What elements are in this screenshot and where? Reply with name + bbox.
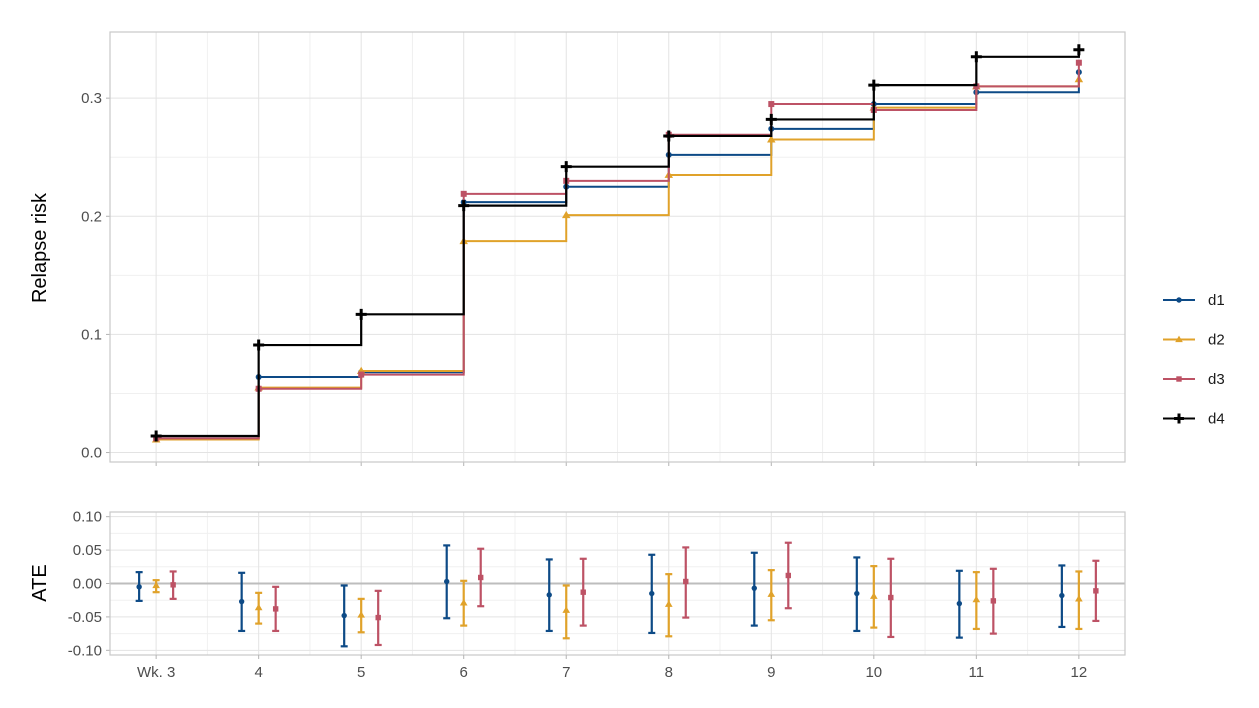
legend-label: d3 (1208, 371, 1225, 388)
ate-y-tick-label: -0.10 (68, 642, 102, 659)
point-d4 (765, 113, 777, 125)
ate-panel-border (109, 511, 1126, 656)
ate-point-d2 (972, 595, 981, 603)
point-d2 (767, 135, 776, 143)
ate-series-d3 (169, 541, 1100, 647)
ate-series-d1 (135, 544, 1066, 648)
x-tick-label: 12 (1071, 664, 1088, 681)
x-tick-label: 7 (562, 664, 570, 681)
legend-label: d2 (1208, 332, 1225, 349)
point-d4 (458, 200, 470, 212)
point-d2 (561, 210, 571, 219)
x-tick-label: 4 (254, 664, 262, 681)
ate-y-axis-title: ATE (29, 564, 51, 601)
ate-point-d3 (375, 614, 381, 621)
legend-key-marker (1176, 297, 1182, 303)
ate-point-d2 (459, 599, 468, 606)
x-tick-label: 5 (357, 664, 365, 681)
legend-item-d1: d1 (1163, 292, 1225, 309)
legend-key-marker (1174, 413, 1184, 424)
ate-point-d3 (683, 578, 689, 585)
ate-y-tick-label: -0.05 (68, 609, 102, 626)
ate-point-d3 (170, 582, 176, 588)
point-d4 (868, 79, 880, 91)
x-tick-label: 8 (665, 664, 673, 681)
point-d4 (663, 130, 675, 142)
ate-point-d3 (990, 598, 997, 604)
legend-item-d2: d2 (1163, 332, 1225, 349)
point-d4 (1073, 44, 1085, 56)
point-d3 (768, 101, 775, 108)
ate-point-d1 (136, 584, 142, 590)
x-tick-label: 6 (460, 664, 468, 681)
ate-point-d1 (238, 598, 245, 605)
series-line-d3 (156, 62, 1080, 440)
point-d4 (560, 161, 572, 173)
ate-point-d1 (546, 592, 552, 598)
legend: d1 d2 d3 d4 (1163, 292, 1225, 428)
ate-point-d3 (1093, 588, 1099, 594)
ate-point-d2 (357, 611, 366, 618)
ate-point-d3 (580, 589, 586, 595)
ate-point-d1 (649, 590, 655, 597)
legend-key-marker (1175, 335, 1183, 343)
ate-point-d3 (272, 606, 279, 612)
ate-panel: -0.10 -0.05 0.00 0.05 0.10 Wk. 3 4 5 6 7 8 9 10 11 12 (68, 509, 1126, 681)
point-d4 (150, 430, 162, 442)
ate-point-d2 (664, 600, 673, 607)
ate-point-d2 (152, 581, 160, 589)
point-d3 (973, 83, 980, 90)
ate-point-d1 (444, 578, 450, 585)
x-tick-label: Wk. 3 (137, 664, 175, 681)
risk-panel-border (109, 31, 1126, 463)
ate-y-tick-label: 0.05 (73, 542, 102, 559)
point-d3 (358, 371, 365, 378)
risk-y-tick-label: 0.2 (81, 208, 102, 225)
series-line-d4 (156, 49, 1080, 438)
legend-key-marker (1176, 376, 1182, 382)
x-tick-label: 10 (865, 664, 882, 681)
point-d4 (355, 308, 367, 320)
point-d4 (253, 339, 265, 351)
ate-point-d1 (956, 600, 963, 607)
ate-y-tick-label: 0.10 (73, 509, 102, 526)
ate-point-d1 (1059, 592, 1065, 599)
ate-point-d2 (767, 590, 776, 597)
ate-point-d1 (341, 612, 347, 619)
risk-y-tick-label: 0.1 (81, 326, 102, 343)
risk-y-tick-label: 0.3 (81, 90, 102, 107)
risk-panel: 0.0 0.1 0.2 0.3 (81, 31, 1126, 466)
ate-point-d3 (785, 572, 791, 579)
risk-y-tick-label: 0.0 (81, 445, 102, 462)
legend-item-d3: d3 (1163, 371, 1225, 388)
ate-point-d3 (888, 594, 894, 601)
ate-point-d2 (1075, 595, 1083, 602)
legend-item-d4: d4 (1163, 411, 1225, 428)
ate-point-d2 (254, 603, 263, 611)
point-d3 (460, 190, 467, 197)
ate-point-d1 (854, 590, 860, 597)
ate-point-d1 (751, 585, 757, 591)
risk-y-axis-title: Relapse risk (29, 192, 51, 303)
point-d3 (1075, 59, 1082, 66)
ate-point-d2 (869, 592, 878, 599)
x-tick-label: 9 (767, 664, 775, 681)
legend-label: d4 (1208, 411, 1225, 428)
ate-point-d3 (478, 574, 484, 581)
ate-y-tick-label: 0.00 (73, 576, 102, 593)
point-d4 (970, 51, 982, 63)
x-tick-label: 11 (969, 664, 985, 681)
ate-point-d2 (562, 606, 571, 613)
ate-series-d2 (152, 565, 1083, 640)
legend-label: d1 (1208, 292, 1225, 309)
series-d4 (150, 44, 1085, 442)
